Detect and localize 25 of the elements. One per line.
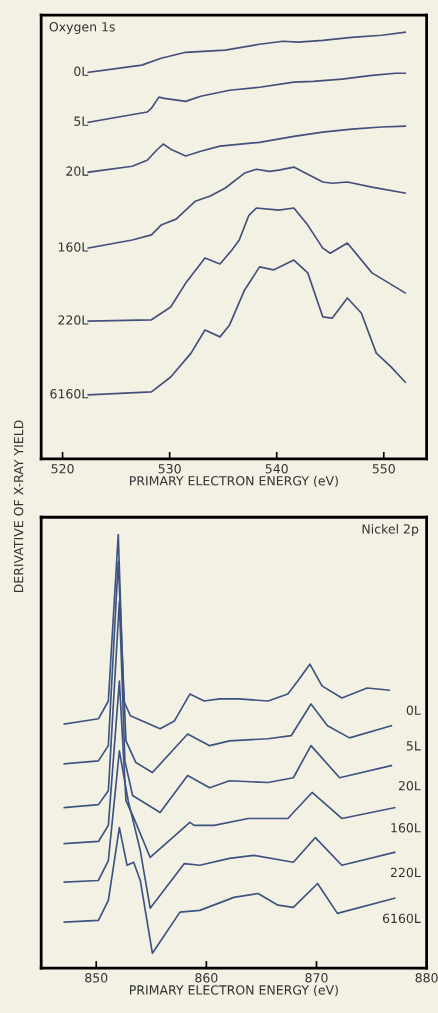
x-axis-title: PRIMARY ELECTRON ENERGY (eV)	[130, 985, 338, 997]
chart-title: Nickel 2p	[362, 524, 419, 537]
series-label: 20L	[398, 780, 421, 791]
series-label: 20L	[66, 166, 89, 176]
x-axis-title: PRIMARY ELECTRON ENERGY (eV)	[130, 475, 338, 487]
x-tick-label: 540	[265, 463, 288, 474]
x-tick-label: 520	[51, 463, 74, 474]
x-tick-label: 870	[305, 973, 328, 983]
x-tick-label: 880	[415, 973, 438, 983]
chart-title: Oxygen 1s	[49, 22, 115, 34]
series-label: 220L	[58, 315, 89, 325]
x-tick-label: 860	[195, 973, 218, 983]
series-label: 0L	[406, 705, 421, 716]
x-tick-label: 850	[85, 973, 108, 983]
x-tick-label: 550	[372, 463, 395, 474]
series-label: 0L	[74, 66, 89, 76]
series-label: 6160L	[382, 913, 421, 924]
series-label: 5L	[406, 741, 421, 751]
series-label: 160L	[58, 242, 89, 252]
series-label: 5L	[74, 116, 89, 126]
series-label: 160L	[391, 823, 421, 833]
series-label: 220L	[390, 867, 421, 878]
x-tick-label: 530	[158, 463, 181, 474]
series-label: 6160L	[50, 389, 89, 399]
y-axis-title: DERIVATIVE OF X-RAY YIELD	[13, 420, 24, 593]
